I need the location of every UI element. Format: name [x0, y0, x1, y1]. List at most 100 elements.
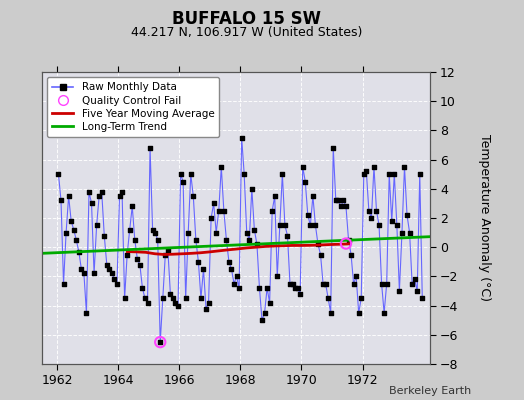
- Y-axis label: Temperature Anomaly (°C): Temperature Anomaly (°C): [478, 134, 491, 302]
- Point: [148, 226, 157, 233]
- Point: [357, 295, 365, 302]
- Point: [189, 193, 198, 199]
- Point: [408, 280, 416, 287]
- Point: [181, 295, 190, 302]
- Point: [339, 197, 347, 204]
- Point: [243, 229, 251, 236]
- Point: [311, 222, 320, 228]
- Point: [161, 251, 170, 258]
- Point: [59, 280, 68, 287]
- Point: [344, 237, 353, 243]
- Point: [138, 285, 147, 291]
- Point: [281, 222, 289, 228]
- Point: [268, 208, 276, 214]
- Point: [303, 212, 312, 218]
- Point: [367, 215, 376, 221]
- Point: [82, 310, 91, 316]
- Point: [388, 218, 396, 224]
- Point: [123, 251, 132, 258]
- Point: [90, 270, 99, 277]
- Point: [260, 310, 269, 316]
- Point: [309, 193, 317, 199]
- Point: [413, 288, 421, 294]
- Point: [108, 270, 116, 277]
- Point: [100, 232, 108, 239]
- Point: [355, 310, 363, 316]
- Point: [400, 164, 409, 170]
- Point: [113, 280, 121, 287]
- Point: [350, 280, 358, 287]
- Point: [342, 203, 350, 210]
- Point: [319, 280, 328, 287]
- Point: [293, 285, 302, 291]
- Point: [362, 168, 370, 174]
- Point: [74, 248, 83, 255]
- Point: [296, 291, 304, 297]
- Point: [207, 215, 215, 221]
- Point: [133, 256, 141, 262]
- Point: [70, 226, 78, 233]
- Text: Berkeley Earth: Berkeley Earth: [389, 386, 472, 396]
- Point: [342, 240, 350, 247]
- Point: [196, 295, 205, 302]
- Point: [214, 208, 223, 214]
- Point: [225, 258, 233, 265]
- Point: [232, 273, 241, 280]
- Point: [316, 251, 325, 258]
- Point: [385, 171, 394, 178]
- Point: [72, 237, 81, 243]
- Point: [392, 222, 401, 228]
- Point: [406, 229, 414, 236]
- Point: [324, 295, 332, 302]
- Point: [240, 171, 248, 178]
- Point: [64, 193, 73, 199]
- Point: [403, 212, 411, 218]
- Point: [377, 280, 386, 287]
- Point: [174, 302, 182, 309]
- Point: [156, 339, 165, 345]
- Point: [288, 280, 297, 287]
- Point: [62, 229, 70, 236]
- Point: [97, 188, 106, 195]
- Point: [210, 200, 218, 206]
- Point: [57, 197, 65, 204]
- Point: [286, 280, 294, 287]
- Point: [143, 300, 151, 306]
- Point: [156, 339, 165, 345]
- Point: [359, 171, 368, 178]
- Point: [230, 280, 238, 287]
- Point: [352, 273, 361, 280]
- Point: [276, 222, 284, 228]
- Point: [126, 226, 134, 233]
- Point: [332, 197, 340, 204]
- Point: [270, 193, 279, 199]
- Point: [194, 258, 203, 265]
- Point: [266, 300, 274, 306]
- Point: [169, 295, 177, 302]
- Point: [95, 193, 103, 199]
- Point: [334, 197, 343, 204]
- Point: [110, 276, 118, 282]
- Point: [115, 193, 124, 199]
- Text: 44.217 N, 106.917 W (United States): 44.217 N, 106.917 W (United States): [130, 26, 362, 39]
- Point: [291, 285, 299, 291]
- Point: [166, 291, 174, 297]
- Point: [248, 186, 256, 192]
- Point: [92, 222, 101, 228]
- Point: [258, 317, 266, 323]
- Point: [128, 203, 136, 210]
- Point: [204, 300, 213, 306]
- Point: [263, 285, 271, 291]
- Point: [105, 266, 114, 272]
- Point: [283, 232, 292, 239]
- Point: [410, 276, 419, 282]
- Legend: Raw Monthly Data, Quality Control Fail, Five Year Moving Average, Long-Term Tren: Raw Monthly Data, Quality Control Fail, …: [47, 77, 220, 137]
- Point: [171, 300, 180, 306]
- Point: [329, 145, 337, 151]
- Point: [375, 222, 383, 228]
- Point: [192, 237, 200, 243]
- Point: [321, 280, 330, 287]
- Point: [235, 285, 243, 291]
- Point: [118, 188, 126, 195]
- Point: [395, 288, 403, 294]
